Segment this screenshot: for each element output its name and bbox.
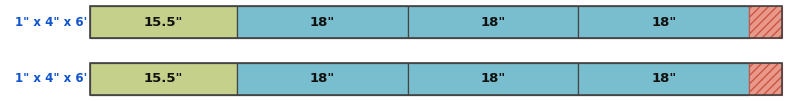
- Bar: [90, 63, 237, 95]
- Bar: [237, 63, 408, 95]
- Bar: [578, 6, 749, 38]
- Bar: [408, 63, 578, 95]
- Bar: [237, 63, 408, 95]
- Bar: [408, 6, 578, 38]
- Bar: [90, 6, 237, 38]
- Bar: [749, 63, 782, 95]
- Text: 15.5": 15.5": [144, 16, 183, 29]
- Bar: [408, 63, 578, 95]
- Bar: [749, 6, 782, 38]
- Bar: [408, 6, 578, 38]
- Bar: [578, 6, 749, 38]
- Bar: [90, 63, 782, 95]
- Text: 1" x 4" x 6': 1" x 4" x 6': [15, 16, 87, 29]
- Text: 1" x 4" x 6': 1" x 4" x 6': [15, 72, 87, 85]
- Bar: [90, 6, 782, 38]
- Text: 15.5": 15.5": [144, 72, 183, 85]
- Text: 18": 18": [651, 16, 676, 29]
- Bar: [237, 6, 408, 38]
- Text: 18": 18": [480, 72, 506, 85]
- Text: 18": 18": [310, 72, 335, 85]
- Text: 18": 18": [310, 16, 335, 29]
- Text: 18": 18": [480, 16, 506, 29]
- Bar: [90, 63, 237, 95]
- Bar: [237, 6, 408, 38]
- Text: 18": 18": [651, 72, 676, 85]
- Bar: [578, 63, 749, 95]
- Bar: [578, 63, 749, 95]
- Bar: [90, 6, 237, 38]
